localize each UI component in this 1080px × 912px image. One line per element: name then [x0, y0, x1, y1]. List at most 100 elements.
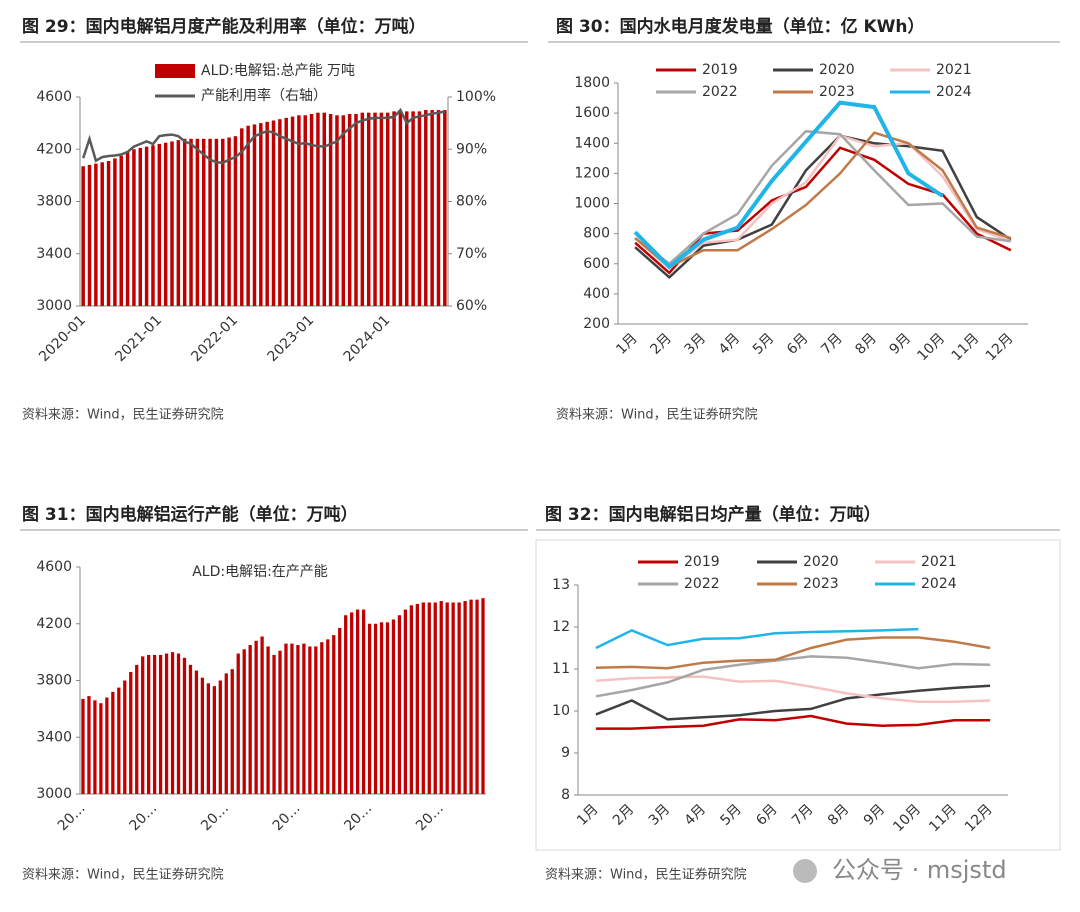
bar: [94, 163, 98, 306]
x-tick-label: 6月: [784, 330, 812, 358]
bar: [373, 623, 378, 794]
x-tick-label: 2022-01: [188, 312, 241, 365]
y-tick-label: 800: [583, 226, 610, 242]
line-series: [634, 129, 1012, 266]
y-tick-label: 200: [583, 316, 610, 332]
bar: [194, 670, 199, 794]
bar: [367, 623, 372, 794]
legend-label: 2019: [684, 554, 720, 570]
bar: [182, 138, 187, 306]
bar: [335, 115, 339, 306]
bar: [403, 609, 408, 794]
line-series: [634, 146, 1012, 275]
bar: [182, 657, 187, 794]
bar: [436, 110, 441, 306]
y-tick-label: 4200: [36, 616, 72, 632]
bar: [397, 615, 402, 794]
x-tick-label: 3月: [646, 801, 674, 829]
bar: [338, 628, 342, 794]
x-tick-label: 10月: [890, 801, 924, 835]
y2-tick-label: 60%: [456, 298, 487, 314]
source-note: 资料来源：Wind，民生证券研究院: [22, 867, 224, 883]
legend-label: 2022: [702, 84, 738, 100]
line-series: [634, 134, 1012, 279]
legend-label: 2019: [702, 62, 738, 78]
bar: [230, 669, 234, 794]
bar: [206, 683, 211, 794]
bar: [405, 111, 409, 307]
bar: [87, 164, 92, 306]
bar: [314, 646, 318, 794]
bar: [457, 602, 461, 794]
bar: [350, 612, 354, 794]
y-tick-label: 3000: [36, 786, 72, 802]
bar: [117, 687, 121, 794]
legend-label: 2024: [936, 84, 972, 100]
bar: [309, 113, 314, 306]
legend-label: 2021: [921, 554, 957, 570]
line-series: [634, 134, 1012, 270]
bar: [271, 120, 276, 306]
x-tick-label: 1月: [574, 801, 602, 829]
y-tick-label: 11: [552, 661, 570, 677]
bar: [316, 112, 320, 306]
bar: [379, 112, 384, 306]
line-series: [595, 655, 991, 698]
bar: [152, 654, 157, 794]
y-tick-label: 9: [561, 745, 570, 761]
bar: [227, 137, 231, 306]
bar: [170, 141, 174, 306]
line-series: [595, 714, 991, 730]
bar: [347, 113, 352, 306]
x-tick-label: 4月: [682, 801, 710, 829]
legend-label: 产能利用率（右轴）: [201, 87, 327, 104]
x-tick-label: 2月: [647, 330, 675, 358]
bar: [224, 673, 228, 794]
bar: [433, 602, 437, 794]
y-tick-label: 1600: [574, 105, 610, 121]
bar: [296, 645, 300, 794]
bar: [366, 112, 371, 306]
bar: [113, 158, 117, 306]
bar: [266, 646, 270, 794]
bar: [200, 677, 205, 794]
line-series: [595, 675, 991, 704]
bar: [290, 643, 294, 794]
x-tick-label: 11月: [926, 801, 960, 835]
bar: [272, 654, 276, 794]
bar: [308, 646, 312, 794]
source-note: 资料来源：Wind，民生证券研究院: [556, 407, 758, 423]
bar: [398, 111, 403, 307]
x-tick-label: 3月: [682, 330, 710, 358]
bar: [111, 691, 115, 794]
bar: [188, 664, 193, 794]
x-tick-label: 20…: [55, 800, 89, 834]
bar: [481, 598, 485, 794]
y2-tick-label: 90%: [456, 141, 487, 157]
x-tick-label: 12月: [962, 801, 996, 835]
y-tick-label: 8: [561, 787, 570, 803]
bar: [475, 599, 479, 794]
bar: [164, 653, 169, 794]
y-tick-label: 1800: [574, 75, 610, 91]
x-tick-label: 20…: [198, 800, 232, 834]
y-tick-label: 1000: [574, 196, 610, 212]
bar: [163, 142, 168, 306]
bar: [302, 643, 306, 794]
y2-tick-label: 80%: [456, 194, 487, 210]
bar: [233, 136, 238, 306]
y-tick-label: 3400: [36, 246, 72, 262]
bar: [99, 703, 103, 794]
legend-label: ALD:电解铝:在产产能: [192, 564, 328, 580]
x-tick-label: 5月: [717, 801, 745, 829]
x-tick-label: 9月: [861, 801, 889, 829]
x-tick-label: 2023-01: [265, 312, 318, 365]
bar: [284, 643, 288, 794]
legend-label: 2023: [819, 84, 855, 100]
legend-label: 2022: [684, 576, 720, 592]
line-series: [595, 627, 919, 650]
y-tick-label: 13: [552, 577, 570, 593]
bar: [144, 146, 149, 306]
x-tick-label: 2021-01: [112, 312, 165, 365]
y-tick-label: 12: [552, 619, 570, 635]
